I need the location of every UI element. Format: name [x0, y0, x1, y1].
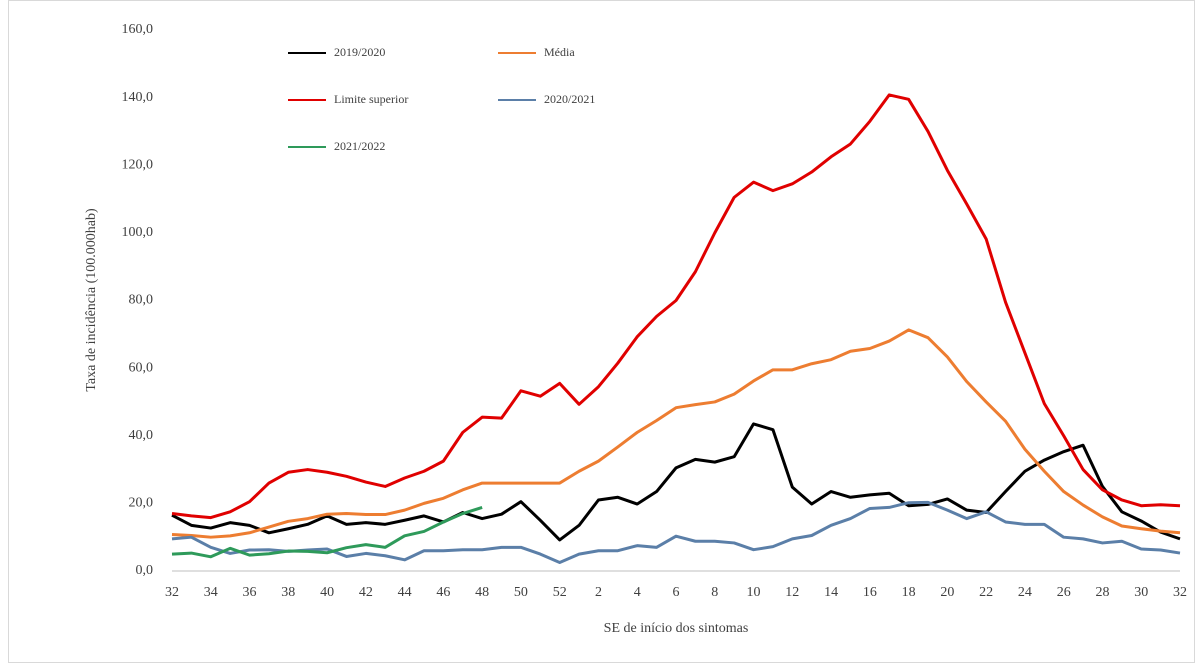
x-tick-label: 26 — [1057, 585, 1071, 600]
x-tick-label: 24 — [1018, 585, 1032, 600]
y-tick-label: 140,0 — [122, 90, 154, 105]
x-tick-label: 28 — [1095, 585, 1109, 600]
x-tick-label: 4 — [634, 585, 641, 600]
legend-label: 2019/2020 — [334, 45, 385, 59]
x-tick-label: 32 — [1173, 585, 1187, 600]
legend-label: 2020/2021 — [544, 92, 595, 106]
x-tick-label: 40 — [320, 585, 334, 600]
x-tick-label: 44 — [398, 585, 412, 600]
x-tick-label: 10 — [747, 585, 761, 600]
y-tick-label: 80,0 — [129, 293, 154, 308]
x-tick-label: 50 — [514, 585, 528, 600]
legend-label: Limite superior — [334, 92, 408, 106]
x-tick-label: 38 — [281, 585, 295, 600]
x-tick-label: 20 — [940, 585, 954, 600]
y-tick-label: 160,0 — [122, 22, 154, 37]
x-tick-label: 46 — [436, 585, 450, 600]
x-tick-label: 12 — [785, 585, 799, 600]
x-tick-label: 8 — [711, 585, 718, 600]
y-axis-label: Taxa de incidência (100.000hab) — [84, 208, 99, 392]
y-tick-label: 20,0 — [129, 496, 154, 511]
x-tick-label: 48 — [475, 585, 489, 600]
x-tick-label: 30 — [1134, 585, 1148, 600]
x-tick-label: 52 — [553, 585, 567, 600]
y-tick-label: 120,0 — [122, 157, 154, 172]
data-line — [171, 422, 1181, 542]
y-tick-label: 100,0 — [122, 225, 154, 240]
legend-label: 2021/2022 — [334, 139, 385, 153]
data-line — [171, 505, 483, 559]
x-tick-label: 42 — [359, 585, 373, 600]
x-tick-label: 18 — [902, 585, 916, 600]
legend-label: Média — [544, 45, 575, 59]
x-tick-label: 32 — [165, 585, 179, 600]
x-tick-label: 22 — [979, 585, 993, 600]
x-tick-label: 14 — [824, 585, 838, 600]
y-tick-label: 40,0 — [129, 428, 154, 443]
y-tick-label: 0,0 — [136, 563, 154, 578]
x-tick-label: 6 — [673, 585, 680, 600]
y-tick-label: 60,0 — [129, 360, 154, 375]
data-line — [171, 500, 1181, 565]
data-line — [171, 93, 1181, 520]
data-line — [171, 328, 1181, 539]
x-axis-label: SE de início dos sintomas — [604, 621, 749, 636]
x-tick-label: 36 — [243, 585, 257, 600]
x-tick-label: 2 — [595, 585, 602, 600]
x-tick-label: 16 — [863, 585, 877, 600]
x-tick-label: 34 — [204, 585, 218, 600]
